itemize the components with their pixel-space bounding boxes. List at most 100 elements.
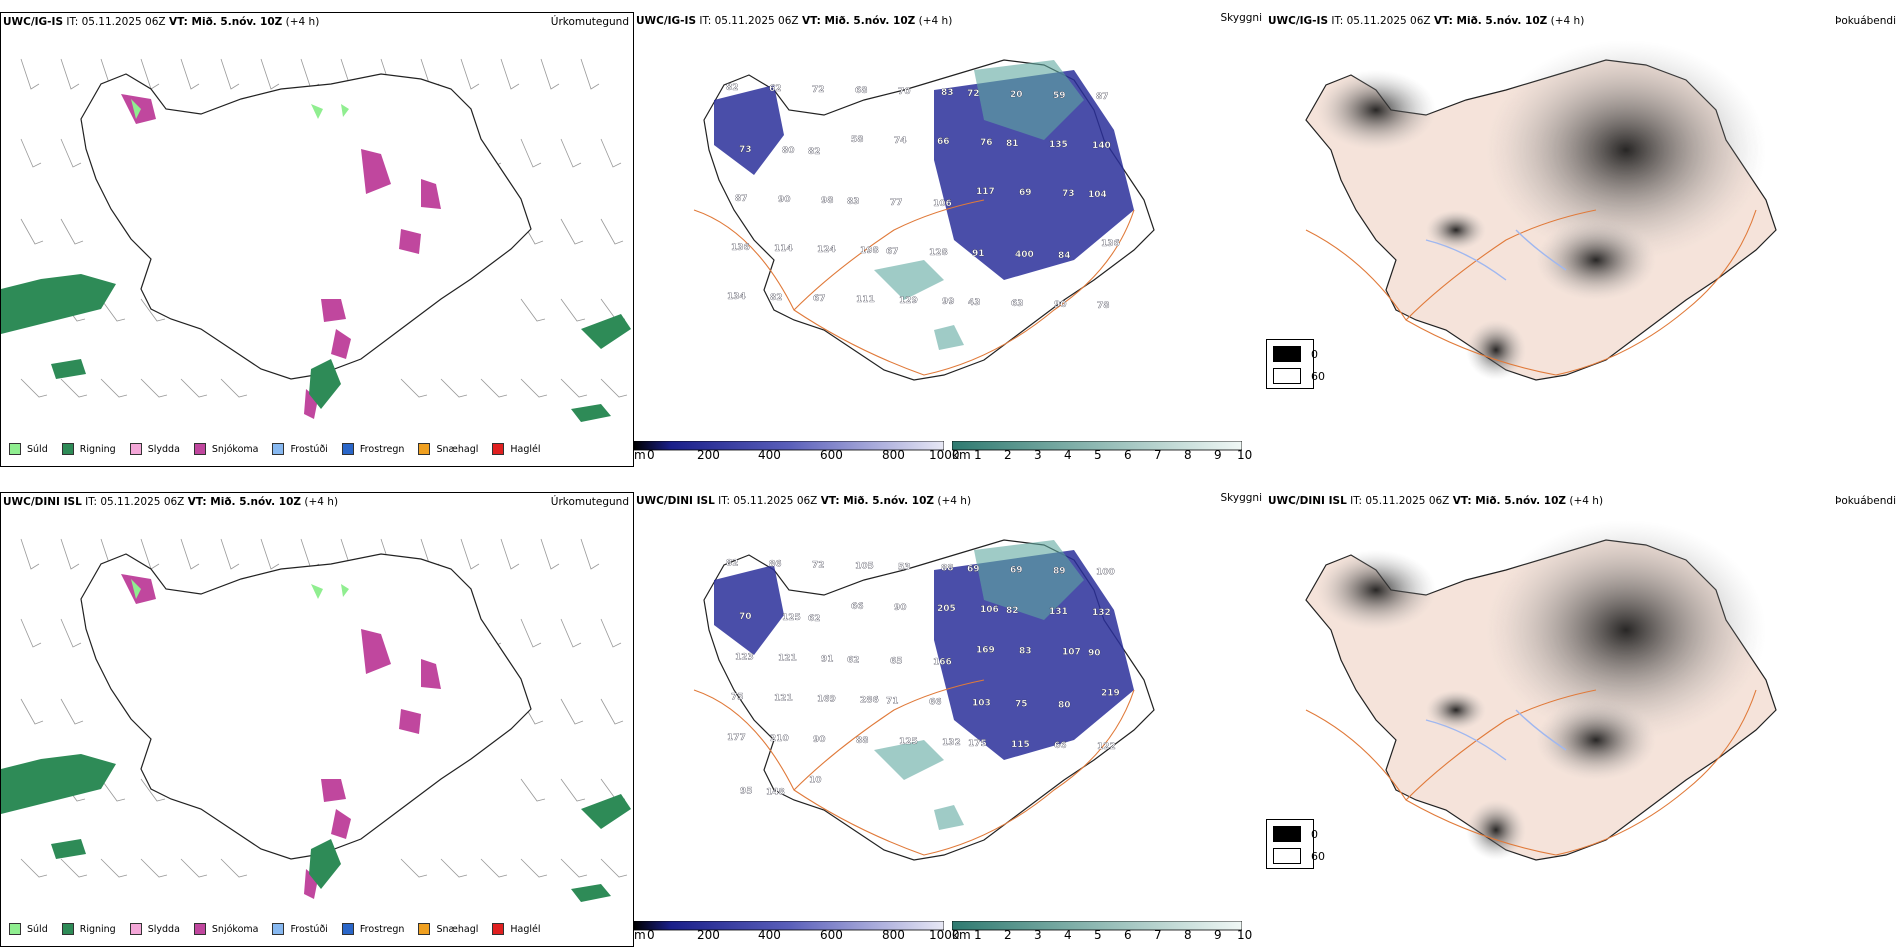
legend-item: Haglél — [492, 923, 541, 935]
tick-label: 200 — [697, 928, 720, 942]
panel-header: UWC/DINI ISL IT: 05.11.2025 06Z VT: Mið.… — [3, 496, 339, 508]
vis-unit: km — [952, 448, 971, 462]
fog-panel: UWC/IG-IS IT: 05.11.2025 06Z VT: Mið. 5.… — [1266, 12, 1900, 465]
ceiling-value-label: 88 — [941, 564, 954, 574]
ceiling-value-label: 70 — [898, 87, 911, 97]
tick-label: 9 — [1214, 448, 1222, 462]
ceiling-value-label: 71 — [886, 697, 899, 707]
legend-swatch — [61, 923, 74, 935]
tick-label: 5 — [1094, 448, 1102, 462]
tick-label: 3 — [1034, 928, 1042, 942]
ceiling-value-label: 286 — [860, 696, 879, 706]
ceiling-value-label: 69 — [1010, 566, 1023, 576]
tick-label: 9 — [1214, 928, 1222, 942]
legend-swatch — [418, 923, 431, 935]
ceiling-value-label: 77 — [890, 198, 903, 208]
ceiling-value-label: 75 — [1015, 700, 1028, 710]
tick-label: 600 — [820, 928, 843, 942]
panel-header: UWC/IG-IS IT: 05.11.2025 06Z VT: Mið. 5.… — [1268, 15, 1585, 27]
panel-label: Úrkomutegund — [550, 16, 629, 28]
ceiling-value-label: 134 — [727, 292, 746, 302]
tick-label: 6 — [1124, 448, 1132, 462]
ceiling-value-label: 72 — [812, 85, 825, 95]
ceiling-colorbar: m 0 200 400 600 800 1000 — [634, 436, 960, 464]
ceiling-map: 82 86 72 105 53 88 69 69 89 100 70 125 62 66 90 205 106 8… — [693, 539, 1155, 861]
legend-swatch — [341, 443, 354, 455]
ceiling-value-label: 124 — [817, 245, 836, 255]
ceiling-value-label: 72 — [967, 89, 980, 99]
fog-legend-item: 0 — [1273, 346, 1318, 362]
ceiling-value-label: 83 — [847, 197, 860, 207]
tick-label: 4 — [1064, 448, 1072, 462]
ceiling-value-label: 66 — [851, 602, 864, 612]
ceiling-value-label: 80 — [1058, 701, 1071, 711]
ceiling-value-label: 62 — [847, 655, 860, 665]
ceiling-value-label: 136 — [1101, 239, 1120, 249]
tick-label: 1000 — [929, 448, 960, 462]
ceiling-value-label: 114 — [774, 244, 793, 254]
ceiling-value-label: 89 — [1053, 567, 1066, 577]
legend-swatch — [61, 443, 74, 455]
tick-label: 10 — [1237, 448, 1253, 462]
tick-label: 3 — [1034, 448, 1042, 462]
legend-swatch — [272, 923, 285, 935]
legend-swatch — [492, 923, 505, 935]
ceiling-value-label: 123 — [735, 652, 754, 662]
ceiling-value-label: 90 — [894, 603, 907, 613]
ceiling-value-label: 91 — [972, 249, 985, 259]
tick-label: 0 — [647, 928, 655, 942]
legend-item: Snæhagl — [418, 443, 478, 455]
fog-legend-item: 60 — [1273, 368, 1325, 384]
legend-item: Frostúði — [272, 443, 328, 455]
ceiling-value-label: 106 — [980, 605, 999, 615]
ceiling-value-label: 72 — [812, 561, 825, 571]
legend-swatch — [129, 923, 142, 935]
iceland-outline — [80, 553, 532, 860]
ceiling-value-label: 115 — [1011, 740, 1030, 750]
legend-item: Rigning — [61, 923, 116, 935]
legend-item: Snjókoma — [193, 443, 258, 455]
fog-legend-swatch — [1273, 848, 1301, 864]
ceiling-value-label: 81 — [1006, 139, 1019, 149]
roads — [1305, 689, 1757, 856]
ceiling-value-label: 136 — [731, 243, 750, 253]
precip-rain — [1, 754, 631, 902]
tick-label: 2 — [1004, 448, 1012, 462]
ceiling-value-label: 219 — [1101, 689, 1120, 699]
ceiling-value-label: 400 — [1015, 250, 1034, 260]
ceiling-value-label: 131 — [1049, 607, 1068, 617]
roads — [1305, 209, 1757, 376]
ceiling-value-label: 99 — [942, 297, 955, 307]
ceiling-value-label: 80 — [782, 146, 795, 156]
ceiling-value-label: 107 — [1062, 647, 1081, 657]
fog-map — [1305, 40, 1777, 381]
fog-legend-swatch — [1273, 368, 1301, 384]
ceiling-value-label: 90 — [778, 195, 791, 205]
ceiling-value-label: 98 — [821, 196, 834, 206]
ceiling-value-label: 67 — [886, 247, 899, 257]
ceiling-value-label: 132 — [1092, 608, 1111, 618]
panel-label: Skyggni — [1220, 492, 1263, 504]
vis-fill — [874, 540, 1084, 830]
panel-header: UWC/DINI ISL IT: 05.11.2025 06Z VT: Mið.… — [1268, 495, 1604, 507]
ceiling-value-label: 169 — [817, 695, 836, 705]
vis-colorbar: km 1 2 3 4 5 6 7 8 9 10 — [951, 916, 1252, 944]
ceiling-value-label: 69 — [967, 565, 980, 575]
legend-swatch — [193, 923, 206, 935]
fog-legend: 0 60 — [1266, 819, 1325, 869]
ceiling-value-label: 66 — [937, 137, 950, 147]
legend-swatch — [9, 443, 21, 455]
ceiling-value-label: 177 — [727, 733, 746, 743]
fog-legend: 0 60 — [1266, 339, 1325, 389]
ceiling-value-label: 20 — [1010, 90, 1023, 100]
ceiling-value-label: 198 — [860, 246, 879, 256]
legend-swatch — [129, 443, 142, 455]
legend-item: Slydda — [129, 923, 180, 935]
tick-label: 6 — [1124, 928, 1132, 942]
ceiling-value-label: 86 — [769, 560, 782, 570]
tick-label: 1 — [974, 928, 982, 942]
legend-swatch — [9, 923, 21, 935]
tick-label: 8 — [1184, 928, 1192, 942]
ceiling-value-label: 121 — [778, 653, 797, 663]
ceiling-value-label: 83 — [1019, 646, 1032, 656]
